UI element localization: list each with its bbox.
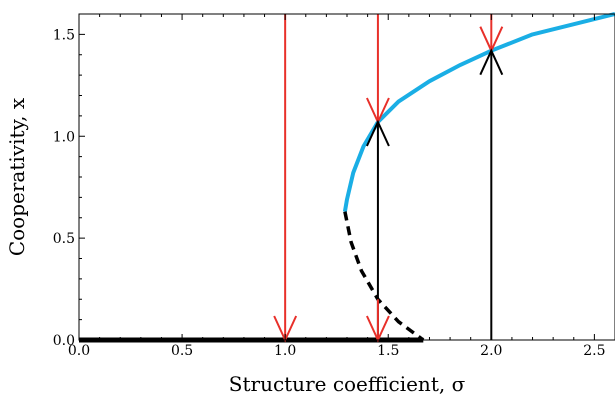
flow-arrow-head [479, 48, 504, 76]
x-tick-label: 0.5 [171, 343, 193, 359]
y-axis-label: Cooperativity, x [5, 97, 29, 256]
series-stable-line [342, 12, 615, 212]
y-tick-label: 1.0 [53, 129, 75, 145]
plot-frame [78, 13, 615, 341]
x-tick-label: 2.0 [480, 343, 502, 359]
series-unstable-line [343, 211, 425, 342]
x-tick-label: 1.0 [274, 343, 296, 359]
y-tick-label: 1.5 [53, 27, 75, 43]
x-tick-label: 0.0 [68, 343, 90, 359]
x-tick-label: 2.5 [583, 343, 605, 359]
flow-arrow-1 [366, 14, 390, 125]
flow-arrow-0 [273, 14, 298, 343]
plot-layer [79, 12, 615, 343]
tick-layer: 0.0 0.5 1.0 1.5 2.0 2.5 0.0 0.5 1.0 1.5 [53, 14, 606, 359]
y-tick-label: 0.0 [53, 333, 75, 349]
x-tick-label: 1.5 [377, 343, 399, 359]
flow-arrow-5 [479, 48, 504, 340]
y-tick-label: 0.5 [53, 231, 75, 247]
flow-arrow-3 [366, 299, 390, 343]
x-axis-label: Structure coefficient, σ [229, 372, 466, 396]
flow-arrow-head [366, 119, 390, 147]
